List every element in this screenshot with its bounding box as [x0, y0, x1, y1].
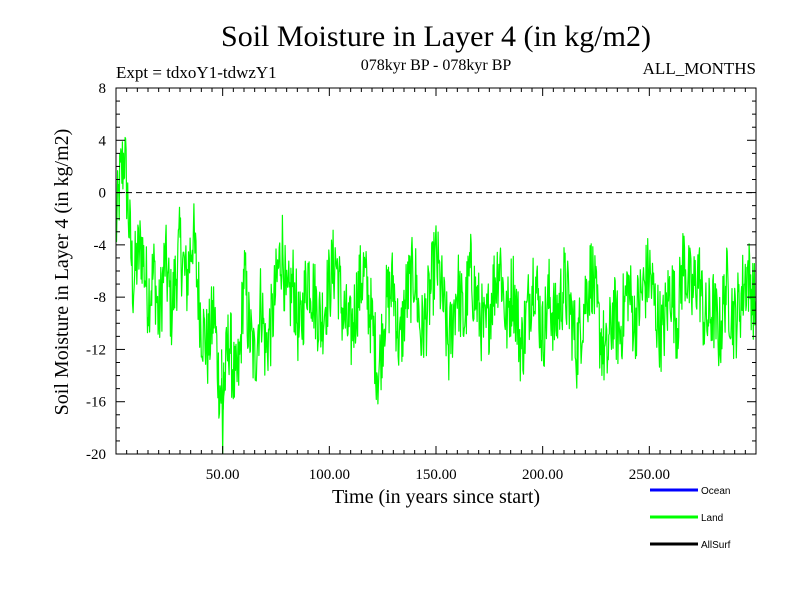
y-tick-label: 0 [99, 186, 107, 202]
legend-label-ocean: Ocean [701, 486, 730, 497]
x-tick-label: 250.00 [629, 467, 670, 483]
y-tick-label: -16 [86, 395, 106, 411]
period-label: 078kyr BP - 078kyr BP [361, 57, 512, 74]
y-tick-label: -20 [86, 447, 106, 463]
chart-title: Soil Moisture in Layer 4 (in kg/m2) [221, 20, 651, 53]
x-tick-label: 50.00 [206, 467, 240, 483]
legend-label-allsurf: AllSurf [701, 540, 731, 551]
legend: Ocean Land AllSurf [650, 486, 731, 551]
y-tick-label: -12 [86, 342, 106, 358]
y-tick-label: 8 [99, 81, 107, 97]
y-tick-label: -8 [94, 290, 107, 306]
y-tick-label: 4 [99, 133, 107, 149]
x-tick-label: 200.00 [522, 467, 563, 483]
x-axis-label: Time (in years since start) [332, 486, 540, 508]
plot-frame [115, 87, 757, 455]
x-tick-label: 150.00 [415, 467, 456, 483]
y-tick-label: -4 [94, 238, 107, 254]
x-tick-label: 100.00 [309, 467, 350, 483]
series-land-line [116, 136, 756, 419]
y-axis-label: Soil Moisture in Layer 4 (in kg/m2) [51, 129, 73, 416]
legend-label-land: Land [701, 513, 723, 524]
months-label: ALL_MONTHS [643, 59, 756, 78]
experiment-label: Expt = tdxoY1-tdwzY1 [116, 63, 277, 82]
series-group [116, 136, 756, 454]
